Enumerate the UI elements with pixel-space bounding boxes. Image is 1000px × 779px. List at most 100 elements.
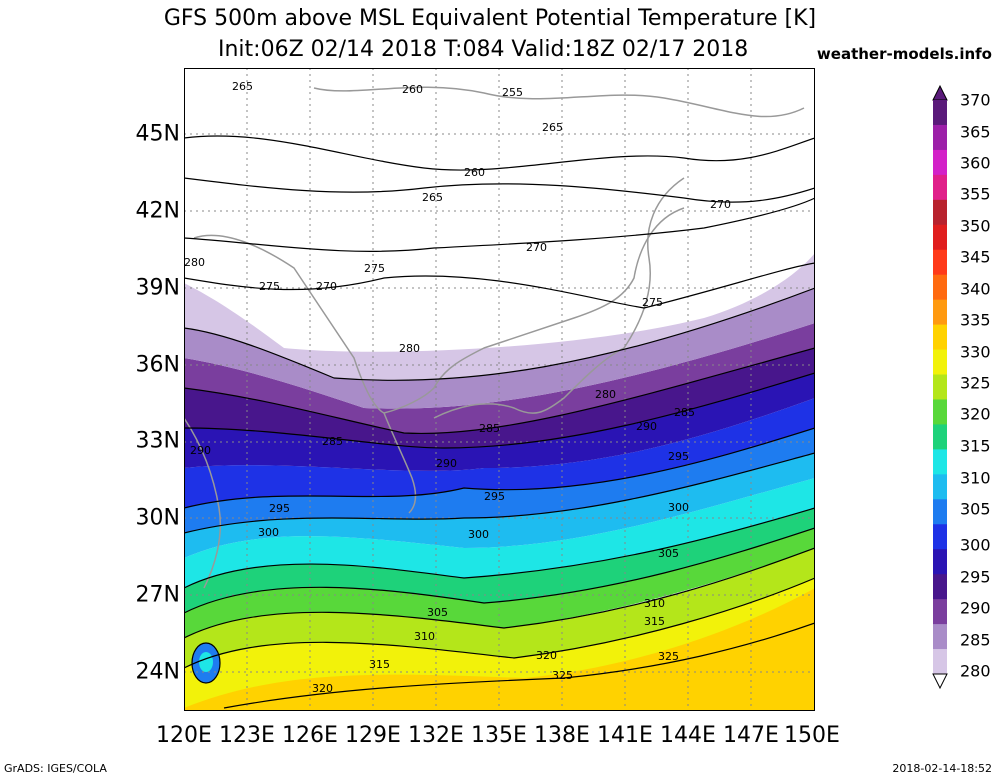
contour-label: 325 bbox=[552, 669, 573, 682]
colorbar-label: 325 bbox=[960, 373, 991, 393]
contour-label: 285 bbox=[674, 406, 695, 419]
colorbar-segment bbox=[933, 349, 947, 376]
lon-label: 132E bbox=[408, 723, 464, 748]
contour-label: 295 bbox=[668, 450, 689, 463]
contour-label: 300 bbox=[468, 528, 489, 541]
contour-290 bbox=[184, 372, 815, 449]
contour-270b bbox=[184, 197, 815, 252]
colorbar-segment bbox=[933, 499, 947, 525]
colorbar-segment bbox=[933, 424, 947, 450]
contour-label: 315 bbox=[644, 615, 665, 628]
contour-label: 310 bbox=[414, 630, 435, 643]
band-295 bbox=[184, 428, 815, 533]
colorbar-segment bbox=[933, 449, 947, 475]
colorbar-segment bbox=[933, 599, 947, 625]
colorbar-segment bbox=[933, 199, 947, 226]
lon-label: 147E bbox=[723, 723, 779, 748]
band-285 bbox=[184, 348, 815, 448]
contour-310 bbox=[184, 527, 815, 614]
contour-275 bbox=[184, 262, 815, 309]
footer-right: 2018-02-14-18:52 bbox=[892, 762, 992, 775]
lat-label: 33N bbox=[135, 428, 180, 454]
colorbar-label: 280 bbox=[960, 661, 991, 681]
colorbar-segment bbox=[933, 374, 947, 400]
contour-label: 265 bbox=[232, 80, 253, 93]
band-289 bbox=[184, 373, 815, 471]
contour-label: 275 bbox=[364, 262, 385, 275]
band-315 bbox=[184, 548, 815, 668]
colorbar-label: 340 bbox=[960, 279, 991, 299]
contour-label: 315 bbox=[369, 658, 390, 671]
colorbar-segment bbox=[933, 649, 947, 675]
contour-270 bbox=[184, 177, 815, 203]
band-300a bbox=[184, 478, 815, 588]
contour-315 bbox=[184, 547, 815, 639]
lon-label: 138E bbox=[534, 723, 590, 748]
contour-label: 320 bbox=[312, 682, 333, 695]
lat-label: 45N bbox=[135, 121, 180, 147]
contour-label: 275 bbox=[259, 280, 280, 293]
colorbar-label: 310 bbox=[960, 468, 991, 488]
contour-label: 300 bbox=[668, 501, 689, 514]
colorbar-segment bbox=[933, 574, 947, 600]
colorbar-segment bbox=[933, 174, 947, 201]
colorbar-label: 315 bbox=[960, 436, 991, 456]
colorbar-label: 370 bbox=[960, 90, 991, 110]
contour-265 bbox=[184, 135, 815, 171]
colorbar-segment bbox=[933, 124, 947, 151]
lon-label: 144E bbox=[660, 723, 716, 748]
colorbar-segment bbox=[933, 524, 947, 550]
colorbar-segment bbox=[933, 249, 947, 276]
colorbar-label: 355 bbox=[960, 184, 991, 204]
band-310 bbox=[184, 528, 815, 638]
contour-label: 295 bbox=[269, 502, 290, 515]
site-credit: weather-models.info bbox=[816, 45, 992, 63]
contour-label-group: 265 260 255 265 260 265 270 270 275 270 … bbox=[184, 80, 731, 695]
contour-305 bbox=[184, 507, 815, 589]
lon-label: 123E bbox=[219, 723, 275, 748]
colorbar-label: 295 bbox=[960, 567, 991, 587]
colorbar-segment bbox=[933, 149, 947, 176]
band-320 bbox=[184, 578, 815, 708]
band-300b bbox=[184, 453, 815, 558]
colorbar-segment bbox=[933, 274, 947, 301]
lat-label: 39N bbox=[135, 275, 180, 301]
colorbar-top-arrow bbox=[932, 84, 948, 101]
chart-subtitle: Init:06Z 02/14 2018 T:084 Valid:18Z 02/1… bbox=[218, 37, 749, 62]
contour-320 bbox=[184, 577, 815, 669]
contour-label: 270 bbox=[526, 241, 547, 254]
colorbar-label: 335 bbox=[960, 310, 991, 330]
contour-295 bbox=[184, 427, 815, 509]
contour-label: 300 bbox=[258, 526, 279, 539]
contour-label: 275 bbox=[642, 296, 663, 309]
band-283 bbox=[184, 323, 815, 434]
contour-label: 260 bbox=[402, 83, 423, 96]
contour-label: 255 bbox=[502, 86, 523, 99]
contour-label: 290 bbox=[436, 457, 457, 470]
map-frame bbox=[184, 68, 815, 711]
map-panel: 265 260 255 265 260 265 270 270 275 270 … bbox=[184, 68, 815, 711]
lon-label: 120E bbox=[156, 723, 212, 748]
map-svg: 265 260 255 265 260 265 270 270 275 270 … bbox=[184, 68, 815, 711]
lat-label: 42N bbox=[135, 198, 180, 224]
contour-label: 285 bbox=[479, 422, 500, 435]
colorbar-segment bbox=[933, 474, 947, 500]
lat-label: 30N bbox=[135, 505, 180, 531]
colorbar-label: 320 bbox=[960, 404, 991, 424]
colorbar-label: 290 bbox=[960, 598, 991, 618]
graticule bbox=[184, 68, 815, 711]
band-282 bbox=[184, 288, 815, 409]
lat-label: 36N bbox=[135, 352, 180, 378]
colorbar-label: 300 bbox=[960, 535, 991, 555]
band-290 bbox=[184, 398, 815, 508]
colorbar-label: 365 bbox=[960, 122, 991, 142]
contour-label: 260 bbox=[464, 166, 485, 179]
colorbar-label: 285 bbox=[960, 630, 991, 650]
contour-label: 290 bbox=[636, 420, 657, 433]
colorbar-segment bbox=[933, 399, 947, 425]
colorbar-segment bbox=[933, 100, 947, 126]
colorbar-label: 345 bbox=[960, 247, 991, 267]
colorbar-svg bbox=[932, 84, 948, 690]
chart-title: GFS 500m above MSL Equivalent Potential … bbox=[163, 6, 817, 31]
